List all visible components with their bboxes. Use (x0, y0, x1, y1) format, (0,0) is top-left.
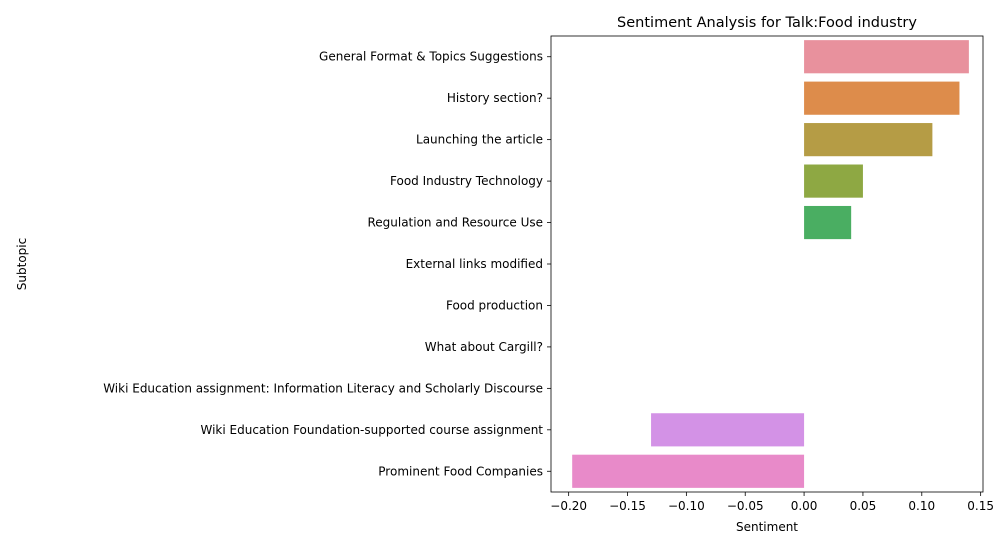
bar-3 (804, 164, 863, 198)
bar-0 (804, 40, 969, 74)
x-tick-label: 0.15 (967, 499, 994, 513)
y-tick-label: Launching the article (416, 133, 543, 147)
x-tick-label: −0.05 (727, 499, 764, 513)
x-axis-ticks: −0.20 −0.15 −0.10 −0.05 0.00 0.05 0.10 0.15 (550, 492, 994, 513)
y-tick-label: Wiki Education assignment: Information L… (103, 381, 543, 395)
y-tick-label: Food Industry Technology (390, 174, 543, 188)
x-tick-label: 0.05 (850, 499, 877, 513)
x-axis-label: Sentiment (736, 520, 798, 534)
x-tick-label: 0.00 (791, 499, 818, 513)
bar-9 (651, 413, 805, 447)
y-tick-label: External links modified (406, 257, 543, 271)
bar-4 (804, 205, 852, 240)
bars-group (572, 40, 969, 488)
y-tick-label: Regulation and Resource Use (367, 216, 543, 230)
chart-title: Sentiment Analysis for Talk:Food industr… (617, 15, 917, 31)
x-tick-label: −0.20 (550, 499, 587, 513)
bar-2 (804, 123, 933, 157)
y-axis-label: Subtopic (15, 238, 29, 290)
bar-1 (804, 81, 960, 115)
y-tick-label: History section? (447, 91, 543, 105)
y-tick-label: General Format & Topics Suggestions (319, 50, 543, 64)
x-tick-label: −0.15 (609, 499, 646, 513)
bar-10 (572, 454, 805, 488)
x-tick-label: −0.10 (668, 499, 705, 513)
y-axis-ticks: General Format & Topics Suggestions Histo… (103, 50, 551, 478)
axes-frame (550, 35, 984, 493)
y-tick-label: What about Cargill? (425, 340, 543, 354)
y-tick-label: Food production (446, 298, 543, 312)
x-tick-label: 0.10 (908, 499, 935, 513)
y-tick-label: Prominent Food Companies (378, 464, 543, 478)
y-tick-label: Wiki Education Foundation-supported cour… (200, 423, 543, 437)
